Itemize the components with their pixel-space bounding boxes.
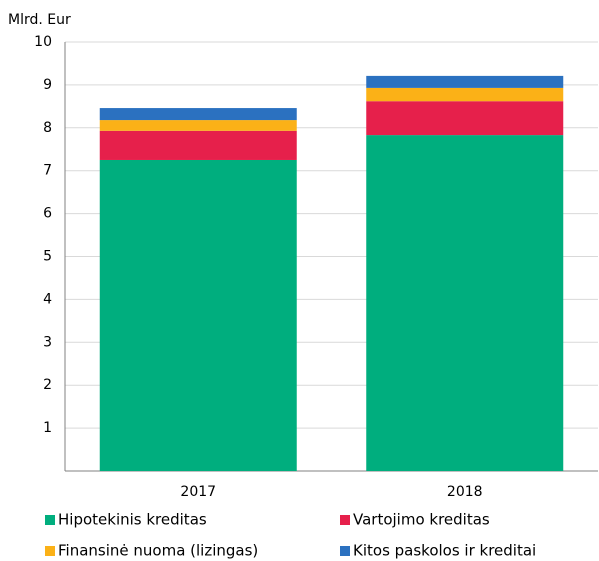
y-tick-label: 10 [34, 34, 52, 50]
legend-swatch [340, 546, 350, 556]
y-tick-label: 1 [43, 420, 52, 436]
legend-swatch [45, 546, 55, 556]
x-tick-label: 2018 [447, 484, 483, 500]
x-tick-label: 2017 [180, 484, 216, 500]
bar-segment [99, 159, 297, 471]
bar-segment [366, 135, 564, 471]
legend-label: Kitos paskolos ir kreditai [353, 542, 536, 560]
legend-swatch [45, 515, 55, 525]
bar-segment [99, 120, 297, 131]
y-tick-label: 6 [43, 206, 52, 222]
legend-label: Hipotekinis kreditas [58, 511, 207, 529]
bar-segment [99, 108, 297, 121]
y-tick-label: 4 [43, 291, 52, 307]
y-tick-label: 2 [43, 377, 52, 393]
y-tick-label: 3 [43, 334, 52, 350]
legend-swatch [340, 515, 350, 525]
legend-label: Vartojimo kreditas [353, 511, 490, 529]
y-tick-label: 9 [43, 77, 52, 93]
y-tick-label: 8 [43, 120, 52, 136]
legend-label: Finansinė nuoma (lizingas) [58, 542, 258, 560]
bar-segment [366, 87, 564, 102]
bar-segment [366, 101, 564, 136]
bar-segment [366, 75, 564, 88]
bar-segment [99, 130, 297, 160]
y-axis-label: Mlrd. Eur [8, 12, 71, 28]
y-tick-label: 5 [43, 249, 52, 265]
y-tick-label: 7 [43, 163, 52, 179]
